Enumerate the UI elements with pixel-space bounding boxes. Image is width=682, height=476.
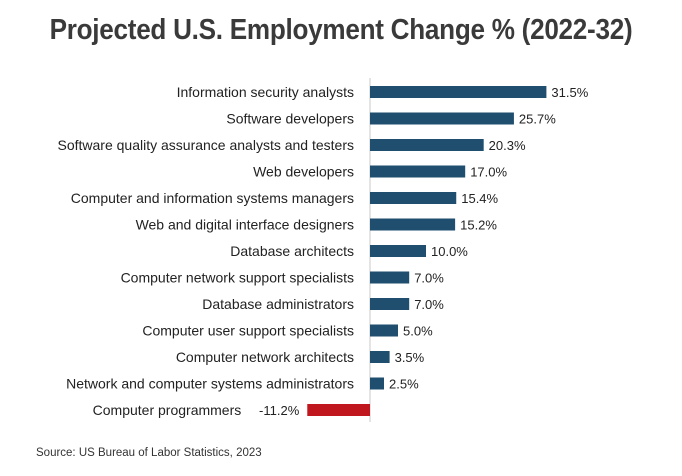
value-label: -11.2% — [259, 403, 300, 418]
bars-layer: Information security analysts 31.5% Softwa… — [58, 78, 589, 422]
bar — [370, 351, 390, 363]
value-label: 20.3% — [489, 138, 526, 153]
source-note: Source: US Bureau of Labor Statistics, 2… — [36, 447, 262, 459]
value-label: 15.2% — [460, 218, 497, 233]
value-label: 2.5% — [389, 377, 419, 392]
category-label: Network and computer systems administrat… — [66, 376, 354, 392]
chart-title: Projected U.S. Employment Change % (2022… — [49, 14, 633, 46]
bar — [370, 139, 484, 151]
bar — [370, 218, 456, 231]
category-label: Computer programmers — [93, 402, 242, 418]
bar — [370, 86, 547, 98]
category-label: Information security analysts — [177, 84, 354, 100]
category-label: Computer network support specialists — [121, 270, 354, 286]
category-label: Database administrators — [202, 296, 354, 312]
category-label: Computer and information systems manager… — [71, 190, 354, 206]
value-label: 3.5% — [395, 350, 425, 365]
category-label: Software developers — [226, 111, 354, 127]
bar — [370, 112, 514, 125]
category-label: Web developers — [253, 164, 354, 180]
value-label: 25.7% — [519, 112, 556, 127]
category-label: Software quality assurance analysts and … — [58, 137, 355, 153]
bar — [307, 404, 370, 416]
bar — [370, 271, 410, 284]
value-label: 7.0% — [414, 297, 444, 312]
value-label: 5.0% — [403, 324, 433, 339]
value-label: 31.5% — [551, 85, 588, 100]
category-label: Computer network architects — [176, 349, 354, 365]
value-label: 7.0% — [414, 271, 444, 286]
bar — [370, 192, 457, 204]
category-label: Database architects — [230, 243, 354, 259]
bar — [370, 245, 426, 257]
value-label: 10.0% — [431, 244, 468, 259]
bar — [370, 377, 384, 390]
value-label: 15.4% — [461, 191, 498, 206]
category-label: Web and digital interface designers — [136, 217, 354, 233]
category-label: Computer user support specialists — [142, 323, 354, 339]
bar — [370, 324, 398, 337]
value-label: 17.0% — [470, 165, 507, 180]
bar — [370, 165, 466, 178]
bar — [370, 298, 410, 310]
